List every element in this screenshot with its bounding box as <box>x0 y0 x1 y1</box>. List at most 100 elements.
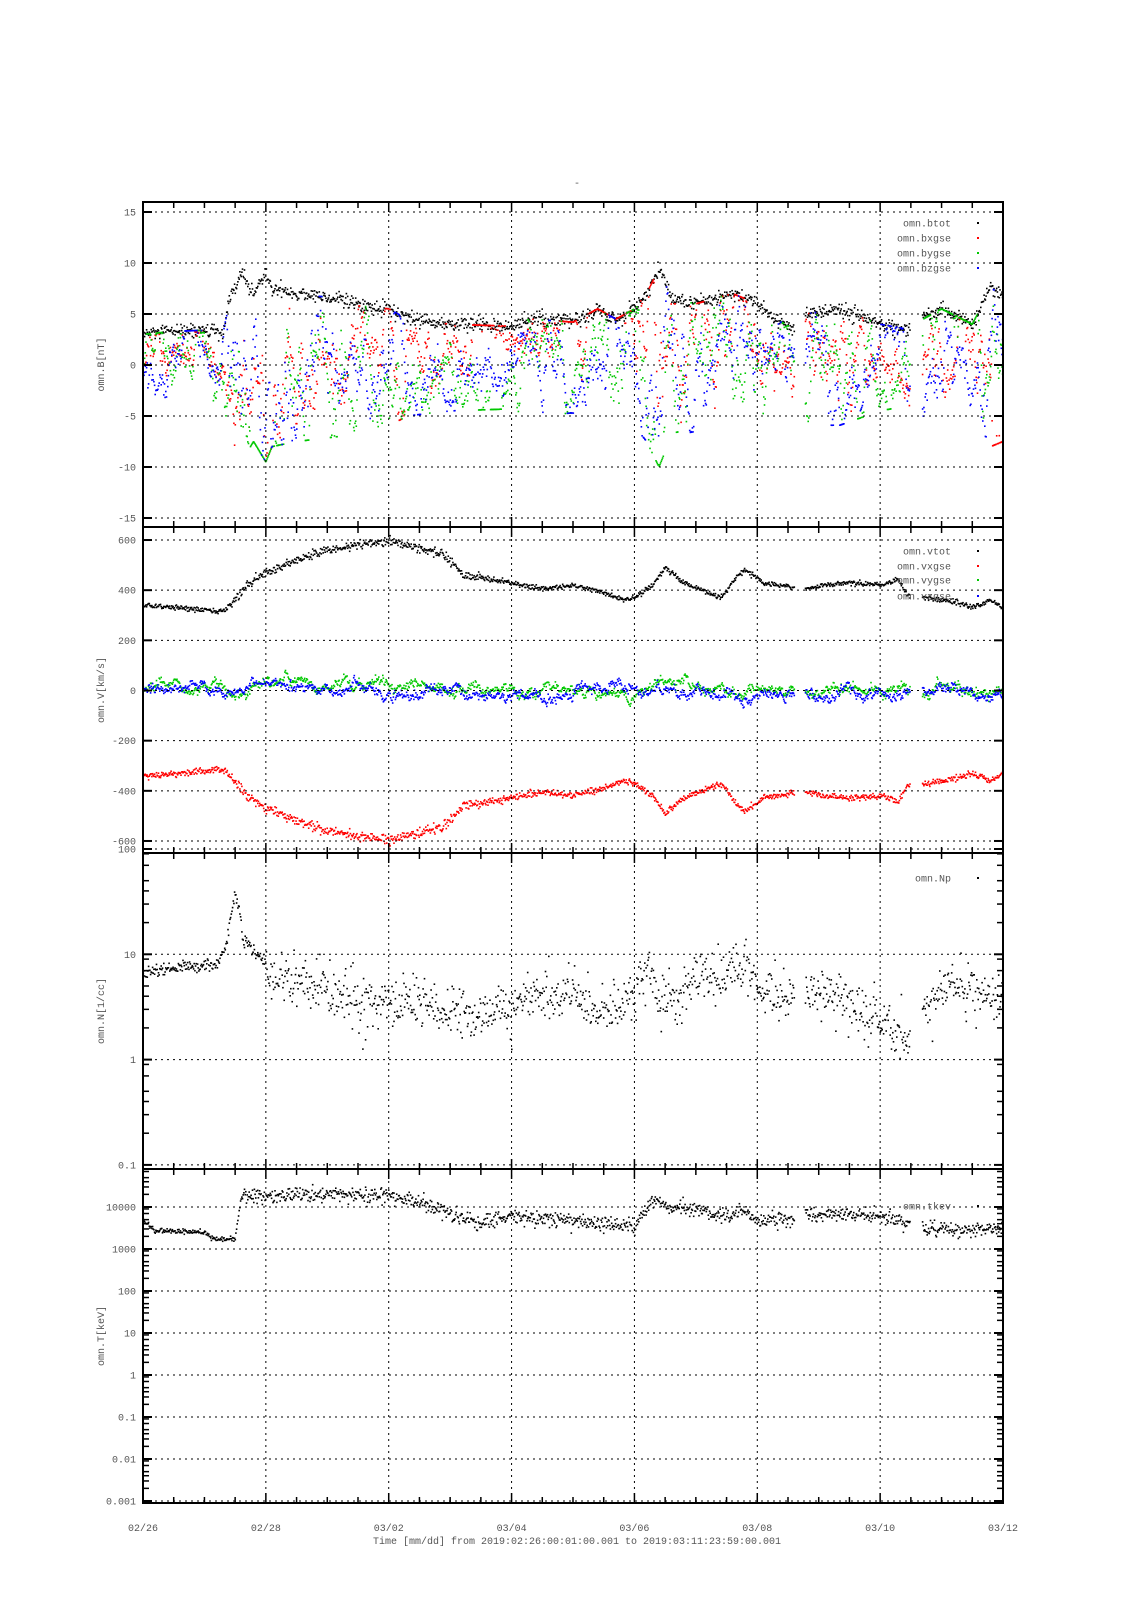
data-point <box>731 366 733 368</box>
data-point <box>583 348 585 351</box>
data-point <box>538 315 540 318</box>
data-point <box>415 387 417 390</box>
data-point <box>884 401 887 404</box>
data-point <box>374 409 376 411</box>
data-point <box>869 374 872 377</box>
data-point <box>690 302 692 304</box>
data-point <box>841 303 843 306</box>
data-point <box>905 382 908 385</box>
data-point <box>198 336 201 338</box>
data-point <box>547 325 549 328</box>
data-point <box>812 349 814 352</box>
data-point <box>208 350 210 352</box>
data-point <box>310 388 313 390</box>
data-point <box>529 326 532 329</box>
data-point <box>291 297 293 299</box>
data-point <box>784 324 787 326</box>
data-point <box>683 375 686 377</box>
data-point <box>194 343 197 346</box>
data-point <box>886 328 888 330</box>
data-point <box>574 369 577 371</box>
data-point <box>754 356 756 358</box>
data-point <box>678 369 680 372</box>
data-point <box>290 291 293 293</box>
data-point <box>982 300 985 303</box>
data-point <box>388 339 391 341</box>
data-point <box>582 359 584 362</box>
data-point <box>708 342 711 344</box>
data-point <box>296 295 298 298</box>
data-point <box>401 340 404 342</box>
data-point <box>511 336 514 338</box>
data-point <box>642 324 644 327</box>
data-point <box>167 357 169 360</box>
data-point <box>677 404 679 407</box>
data-point <box>397 411 400 414</box>
data-point <box>239 394 241 396</box>
data-point <box>455 337 457 339</box>
data-point <box>773 344 776 346</box>
data-point <box>190 375 193 377</box>
data-point <box>346 295 349 298</box>
data-point <box>830 310 833 313</box>
data-point <box>292 290 294 293</box>
data-point <box>922 316 925 319</box>
data-point <box>352 357 354 360</box>
data-point <box>225 314 228 317</box>
data-point <box>378 364 381 366</box>
data-point <box>308 296 311 298</box>
data-point <box>934 382 936 384</box>
data-point <box>214 392 216 395</box>
data-point <box>870 327 872 330</box>
data-point <box>542 335 544 337</box>
data-point <box>301 407 304 409</box>
data-point <box>172 346 174 349</box>
data-point <box>771 348 774 350</box>
data-point <box>750 324 753 326</box>
data-point <box>315 342 317 344</box>
data-point <box>970 351 972 353</box>
data-point <box>999 294 1002 296</box>
data-point <box>303 298 306 301</box>
data-point <box>420 389 422 391</box>
data-point <box>844 379 846 381</box>
data-point <box>695 348 698 350</box>
data-point <box>624 315 626 317</box>
data-point <box>462 318 465 321</box>
data-point <box>335 382 338 385</box>
data-point <box>718 296 721 298</box>
data-point <box>205 326 207 329</box>
data-point <box>992 295 995 297</box>
data-point <box>817 342 820 344</box>
data-point <box>440 368 442 370</box>
data-point <box>858 331 860 334</box>
data-point <box>639 369 641 371</box>
data-point <box>845 311 848 314</box>
data-point <box>637 306 639 308</box>
data-point <box>256 380 258 382</box>
data-point <box>521 351 524 354</box>
data-point <box>562 359 565 361</box>
data-point <box>905 387 908 389</box>
data-point <box>352 325 354 328</box>
data-point <box>599 321 601 324</box>
data-point <box>597 377 599 380</box>
data-point <box>962 312 964 315</box>
data-point <box>239 274 242 276</box>
data-point <box>790 369 792 372</box>
data-point <box>457 349 459 352</box>
data-point <box>186 346 188 349</box>
data-point <box>730 297 733 299</box>
data-point <box>614 322 617 324</box>
data-point <box>984 353 986 356</box>
data-point <box>555 334 557 337</box>
data-point <box>765 362 767 364</box>
data-point <box>429 368 431 370</box>
data-point <box>625 331 627 333</box>
data-point <box>433 320 436 322</box>
data-point <box>928 375 930 378</box>
data-point <box>307 293 310 295</box>
data-point <box>939 312 942 315</box>
data-point <box>718 333 720 336</box>
data-point <box>854 406 856 408</box>
